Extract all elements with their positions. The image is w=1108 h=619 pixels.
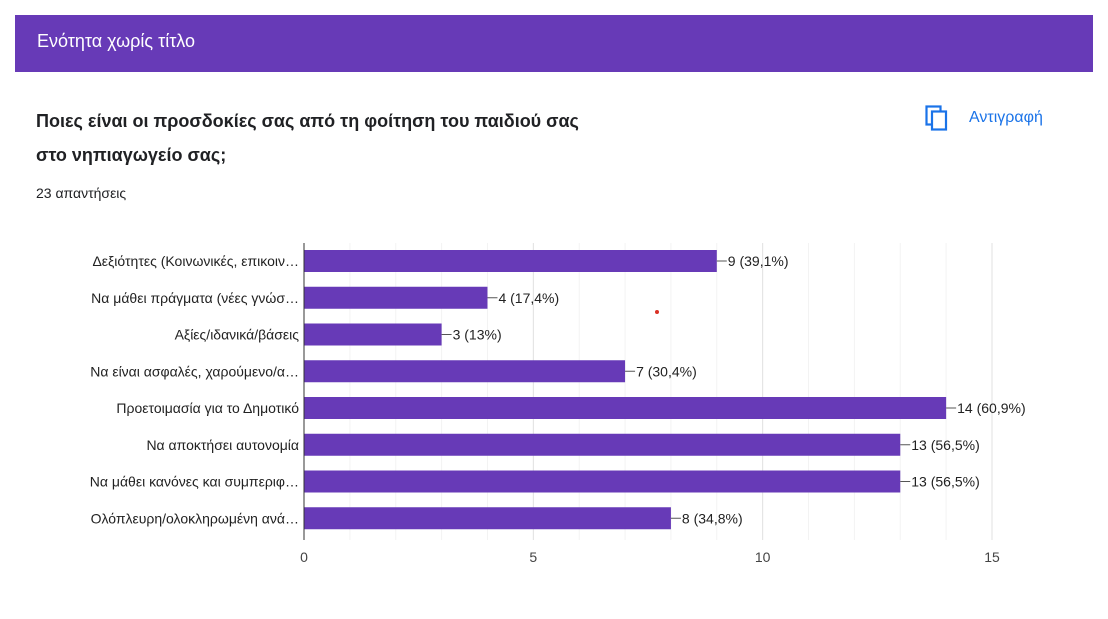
value-label: 8 (34,8%) <box>682 510 743 526</box>
x-tick-label: 5 <box>529 549 537 565</box>
bar <box>304 507 671 530</box>
category-label: Ολόπλευρη/ολοκληρωμένη ανά… <box>91 510 299 526</box>
category-label: Να αποκτήσει αυτονομία <box>146 437 299 453</box>
copy-label: Αντιγραφή <box>969 109 1043 126</box>
category-label: Να μάθει κανόνες και συμπεριφ… <box>90 474 299 490</box>
x-tick-label: 0 <box>300 549 308 565</box>
value-label: 9 (39,1%) <box>728 253 789 269</box>
x-tick-label: 15 <box>984 549 1000 565</box>
bar <box>304 360 626 383</box>
value-label: 14 (60,9%) <box>957 400 1025 416</box>
category-label: Προετοιμασία για το Δημοτικό <box>116 400 299 416</box>
section-title: Ενότητα χωρίς τίτλο <box>37 31 196 51</box>
question-title: Ποιες είναι οι προσδοκίες σας από τη φοί… <box>36 111 579 165</box>
value-label: 13 (56,5%) <box>911 474 979 490</box>
bar <box>304 433 901 456</box>
x-tick-label: 10 <box>755 549 771 565</box>
category-label: Δεξιότητες (Κοινωνικές, επικοιν… <box>92 253 299 269</box>
bar <box>304 286 488 309</box>
bar <box>304 470 901 493</box>
value-label: 13 (56,5%) <box>911 437 979 453</box>
bar <box>304 323 442 346</box>
value-label: 3 (13%) <box>453 327 502 343</box>
category-label: Αξίες/ιδανικά/βάσεις <box>175 327 300 343</box>
response-count: 23 απαντήσεις <box>36 185 127 201</box>
copy-button[interactable]: Αντιγραφή <box>925 103 1043 133</box>
section-header: Ενότητα χωρίς τίτλο <box>15 15 1093 72</box>
category-label: Να μάθει πράγματα (νέες γνώσ… <box>91 290 299 306</box>
category-label: Να είναι ασφαλές, χαρούμενο/α… <box>90 363 299 379</box>
value-label: 7 (30,4%) <box>636 363 697 379</box>
cursor-dot <box>655 310 659 314</box>
bar <box>304 250 717 272</box>
bar <box>304 397 947 419</box>
copy-icon <box>925 105 948 131</box>
value-label: 4 (17,4%) <box>498 290 559 306</box>
